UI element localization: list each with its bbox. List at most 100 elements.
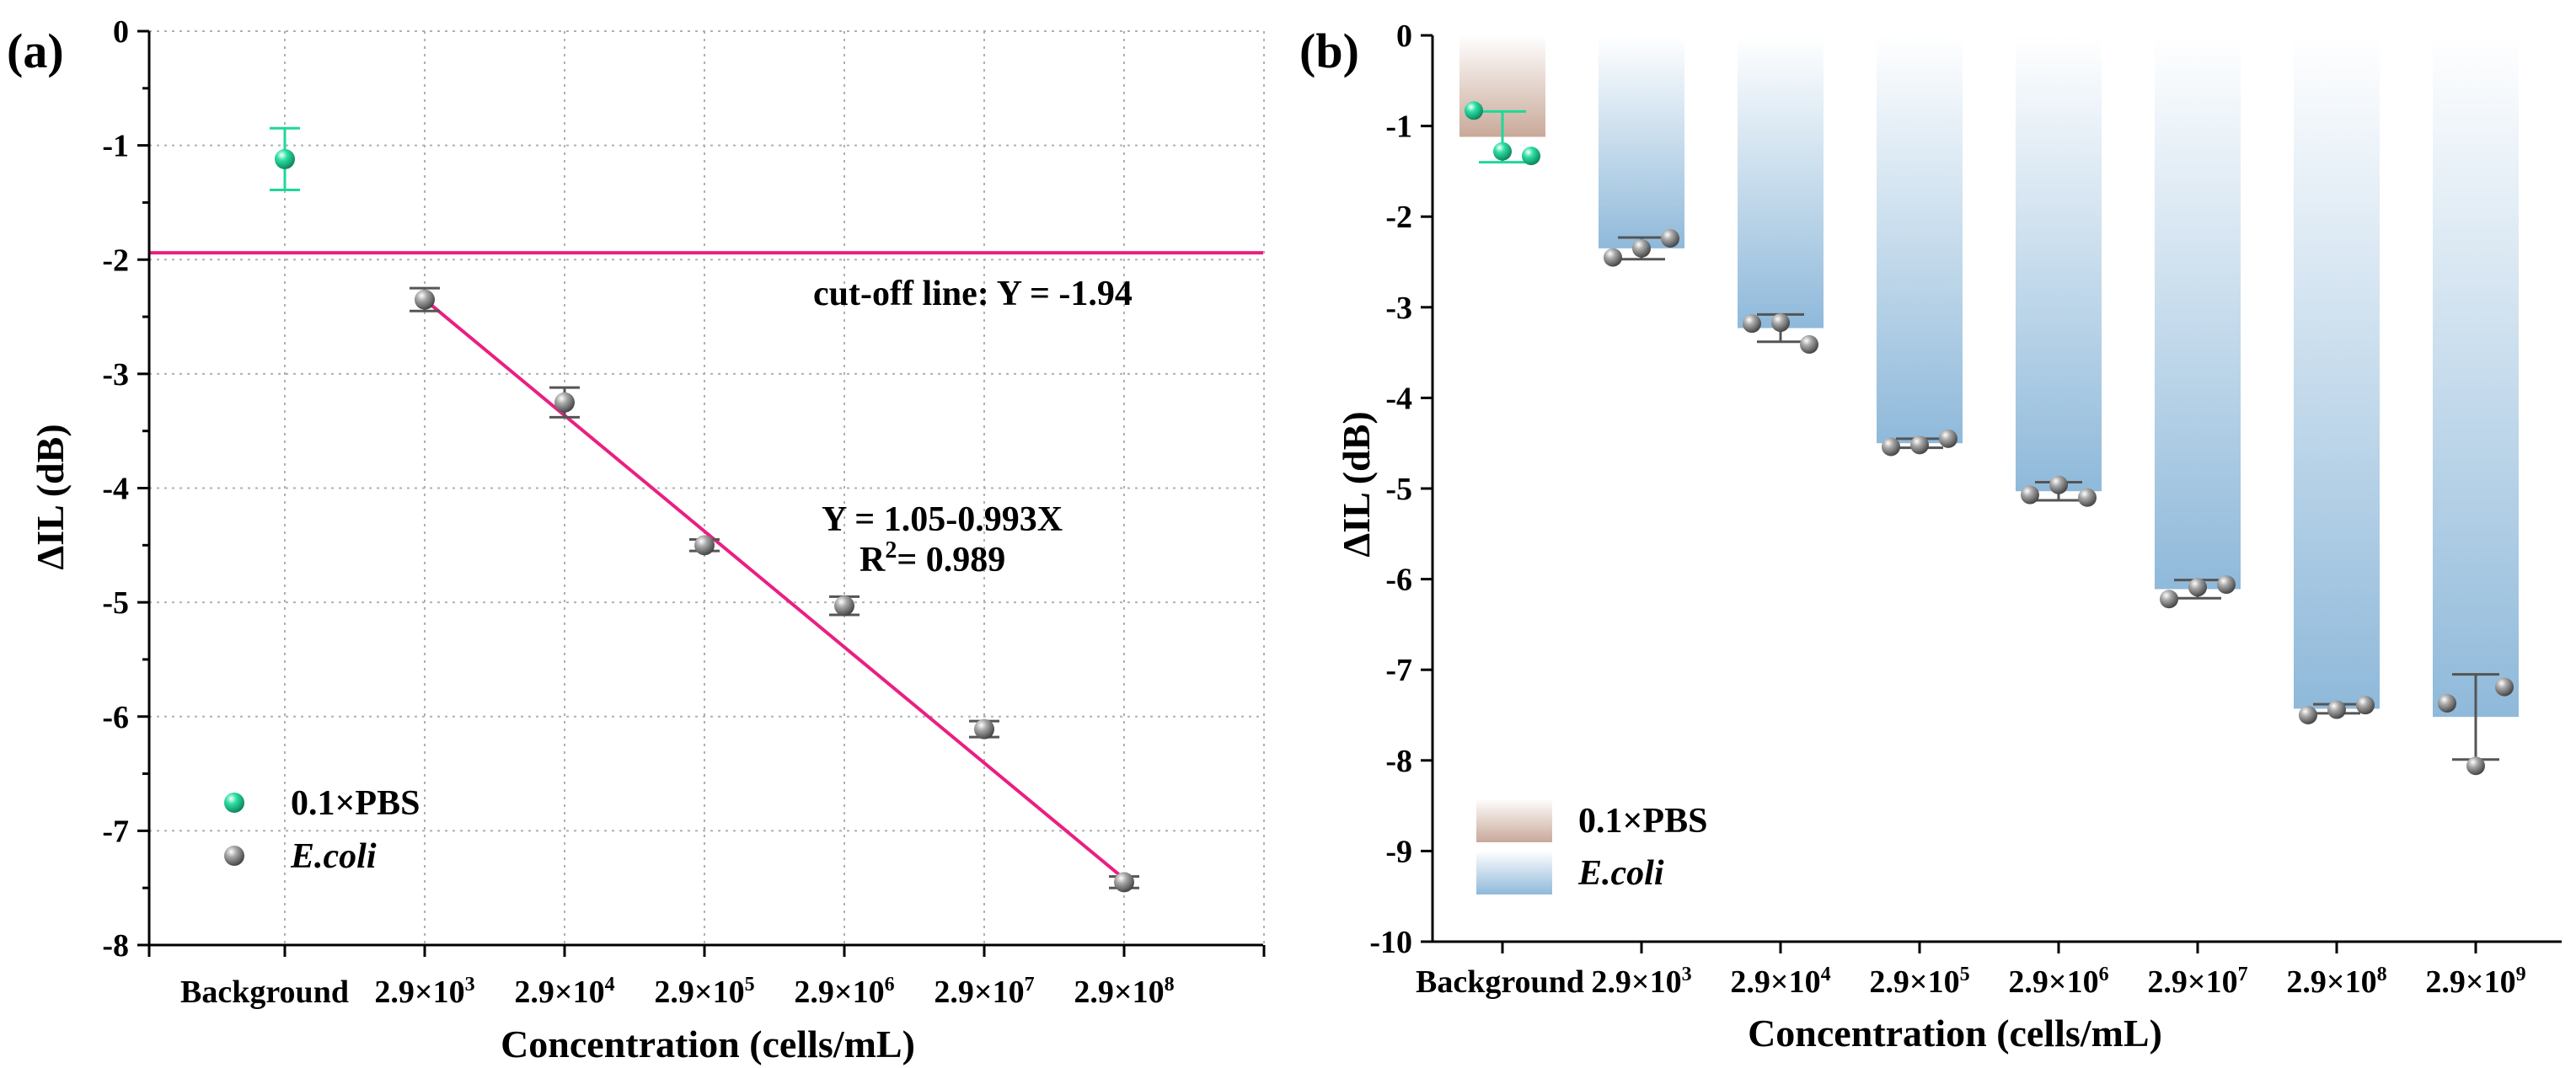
y-tick-label: -2 xyxy=(1385,200,1412,235)
x-tick-label-sup: 3 xyxy=(465,974,475,996)
legend-label-ecoli: E.coli xyxy=(290,837,377,876)
panel-b-data-marks xyxy=(1465,101,2514,776)
x-tick-label: 2.9×108 xyxy=(1074,974,1174,1010)
fit-r-squared: R2= 0.989 xyxy=(860,537,1005,579)
panel-a-y-axis-label: ΔIL (dB) xyxy=(29,424,72,569)
r2-prefix: R xyxy=(860,541,886,579)
y-tick-label: -5 xyxy=(1385,472,1412,507)
x-tick-label-main: 2.9×10 xyxy=(514,975,604,1010)
x-tick-label-sup: 5 xyxy=(1960,964,1970,985)
replicate-point xyxy=(1910,435,1929,455)
panel-b-label: (b) xyxy=(1299,24,1359,78)
y-tick-label: -3 xyxy=(102,357,129,392)
panel-a-cutoff: cut-off line: Y = -1.94 xyxy=(149,251,1263,313)
panel-b-y-axis-label: ΔIL (dB) xyxy=(1335,411,1378,557)
y-tick-label: -2 xyxy=(102,243,129,278)
replicate-point xyxy=(1604,248,1622,267)
x-tick-label: 2.9×105 xyxy=(654,974,754,1010)
replicate-point xyxy=(2217,575,2236,595)
replicate-point xyxy=(2327,700,2346,719)
panel-a-grid xyxy=(149,30,1265,946)
replicate-point xyxy=(1661,229,1679,248)
y-tick-label: -1 xyxy=(102,129,129,164)
y-tick-label: -10 xyxy=(1369,925,1412,960)
x-tick-label-main: 2.9×10 xyxy=(1730,964,1820,1000)
panel-a-label: (a) xyxy=(7,24,64,78)
panel-b-legend: 0.1×PBS E.coli xyxy=(1476,798,1707,894)
x-tick-label-main: 2.9×10 xyxy=(2008,964,2098,1000)
replicate-point xyxy=(1743,314,1761,334)
y-tick-label: -7 xyxy=(1385,653,1412,688)
replicate-point xyxy=(1632,238,1651,258)
x-tick-label-sup: 3 xyxy=(1682,964,1692,985)
legend-marker-ecoli xyxy=(224,846,244,866)
legend-swatch-pbs xyxy=(1476,798,1552,842)
x-tick-label: 2.9×105 xyxy=(1869,964,1969,1000)
legend-marker-pbs xyxy=(224,793,244,813)
y-tick-label: -4 xyxy=(102,472,129,507)
x-tick-label: 2.9×107 xyxy=(2147,964,2247,1000)
y-tick-label: -9 xyxy=(1385,834,1412,869)
replicate-point xyxy=(2021,485,2039,505)
x-tick-label: Background xyxy=(1416,964,1584,1000)
bar xyxy=(1738,35,1824,328)
legend-swatch-ecoli xyxy=(1476,851,1552,894)
x-tick-label: Background xyxy=(180,975,349,1010)
y-tick-label: -8 xyxy=(102,928,129,964)
x-tick-label-main: 2.9×10 xyxy=(794,975,884,1010)
cutoff-label: cut-off line: Y = -1.94 xyxy=(813,275,1133,313)
r2-value: = 0.989 xyxy=(897,541,1005,579)
x-tick-label-main: 2.9×10 xyxy=(1074,975,1164,1010)
x-tick-label-main: 2.9×10 xyxy=(1591,964,1681,1000)
x-tick-label-main: Background xyxy=(1416,964,1584,1000)
x-tick-label: 2.9×106 xyxy=(2008,964,2108,1000)
replicate-point xyxy=(1522,147,1540,166)
x-tick-label: 2.9×108 xyxy=(2286,964,2386,1000)
bar xyxy=(1599,35,1684,248)
replicate-point xyxy=(1939,429,1957,448)
y-tick-label: 0 xyxy=(113,14,129,50)
replicate-point xyxy=(2438,694,2456,713)
x-tick-label: 2.9×104 xyxy=(1730,964,1830,1000)
y-tick-label: -8 xyxy=(1385,744,1412,779)
x-tick-label: 2.9×104 xyxy=(514,974,614,1010)
replicate-point xyxy=(2078,488,2097,507)
replicate-point xyxy=(2049,475,2068,494)
y-tick-label: -1 xyxy=(1385,109,1412,145)
data-point xyxy=(834,595,854,617)
bar xyxy=(2016,35,2102,492)
panel-a-data-marks xyxy=(270,126,1139,893)
x-tick-label-sup: 4 xyxy=(605,974,615,996)
replicate-point xyxy=(2299,706,2317,724)
x-tick-label-sup: 9 xyxy=(2516,964,2526,985)
x-tick-label-main: 2.9×10 xyxy=(1869,964,1959,1000)
replicate-point xyxy=(2160,590,2178,609)
x-tick-label-main: Background xyxy=(180,975,349,1010)
x-tick-label: 2.9×107 xyxy=(934,974,1034,1010)
data-point xyxy=(415,289,435,310)
x-tick-label-main: 2.9×10 xyxy=(2147,964,2237,1000)
panel-b: (b) 0.1×PBS E.coli 0 -1 -2 -3 -4 -5 -6 -7 -8 -9 -1… xyxy=(1299,19,2562,1055)
replicate-point xyxy=(2188,578,2207,597)
x-tick-label: 2.9×103 xyxy=(1591,964,1691,1000)
panel-a-x-axis-label: Concentration (cells/mL) xyxy=(501,1023,915,1065)
replicate-point xyxy=(2495,677,2514,697)
bar xyxy=(2155,35,2241,590)
panel-a: (a) cut-off line: Y = -1.94 Y = 1.05-0.9… xyxy=(7,14,1266,1065)
x-tick-label-sup: 7 xyxy=(2238,964,2248,985)
legend-label-ecoli: E.coli xyxy=(1577,854,1664,893)
bar xyxy=(2294,35,2380,709)
data-point xyxy=(275,148,295,169)
x-tick-label-main: 2.9×10 xyxy=(654,975,744,1010)
y-tick-label: -5 xyxy=(102,585,129,621)
replicate-point xyxy=(2356,696,2375,715)
panel-b-x-axis-label: Concentration (cells/mL) xyxy=(1748,1012,2162,1055)
y-tick-label: -3 xyxy=(1385,291,1412,326)
panel-b-bars xyxy=(1459,35,2519,718)
replicate-point xyxy=(1493,142,1512,161)
replicate-point xyxy=(1771,313,1790,333)
x-tick-label: 2.9×103 xyxy=(374,974,474,1010)
legend-label-pbs: 0.1×PBS xyxy=(291,784,420,823)
